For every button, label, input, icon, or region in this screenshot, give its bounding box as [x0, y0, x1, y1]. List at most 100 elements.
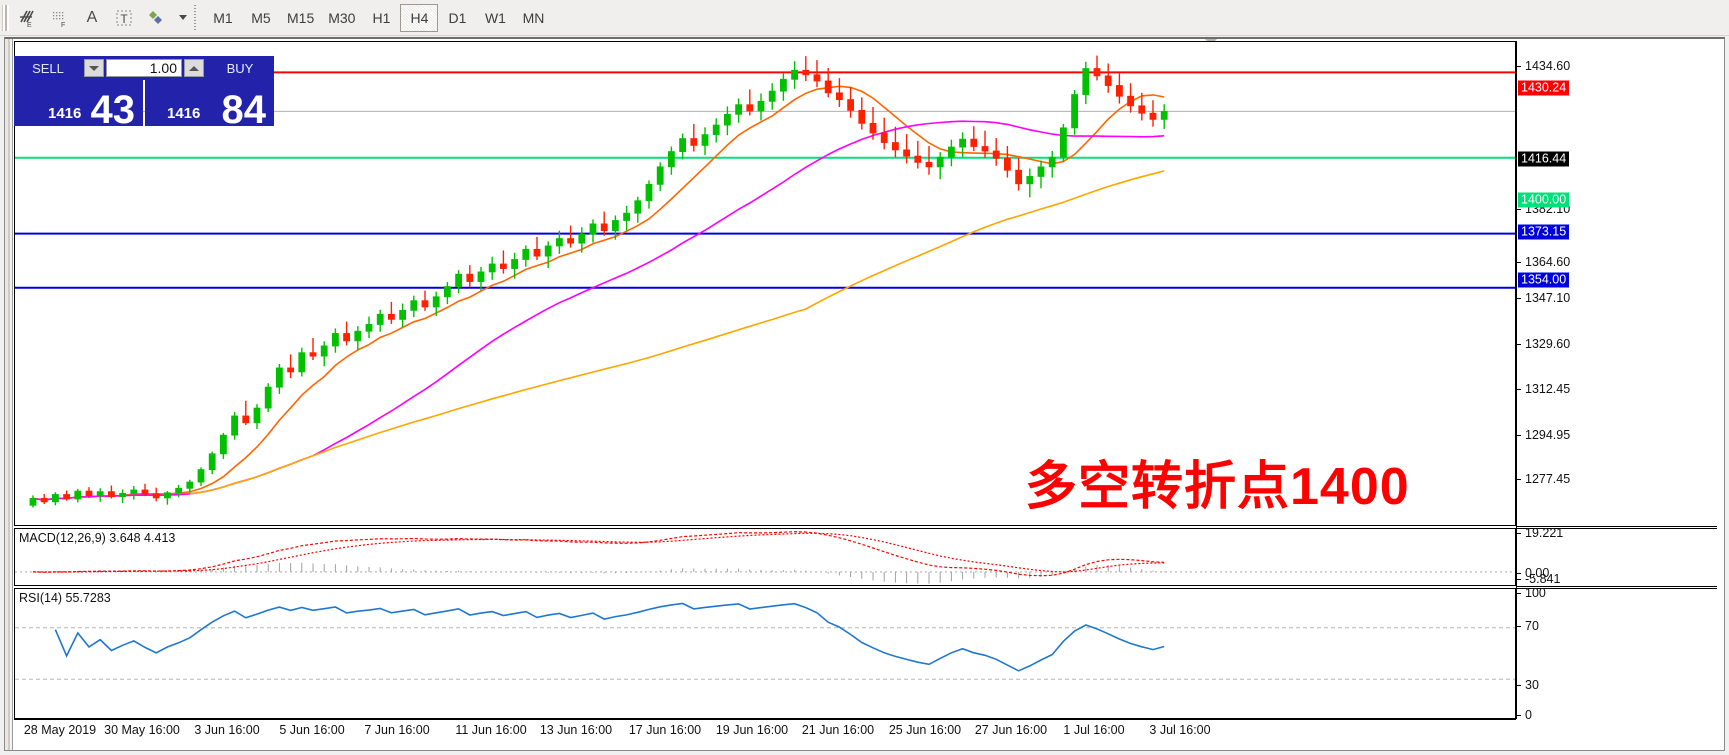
candle — [488, 256, 496, 280]
candle — [466, 265, 474, 287]
candle — [1026, 168, 1034, 198]
time-tick: 27 Jun 16:00 — [974, 723, 1048, 737]
candle — [298, 347, 306, 377]
candle — [499, 250, 507, 274]
candle — [970, 126, 978, 152]
candle — [1037, 160, 1045, 189]
price-tick: 1277.45 — [1517, 472, 1570, 486]
candle — [757, 93, 765, 121]
volume-input[interactable]: 1.00 — [106, 59, 182, 77]
moving-average-line-1 — [32, 85, 1165, 501]
candle — [287, 354, 295, 379]
expert-advisors-glyph: E — [20, 10, 34, 28]
candle — [141, 483, 149, 497]
candle — [309, 338, 317, 361]
candle — [544, 241, 552, 268]
price-chart-canvas — [15, 55, 1515, 508]
tab-timeframe-h1[interactable]: H1 — [362, 4, 400, 32]
candle — [40, 493, 48, 505]
tab-timeframe-d1[interactable]: D1 — [438, 4, 476, 32]
price-level-tag[interactable]: 1416.44 — [1518, 151, 1570, 167]
status-bar — [0, 751, 1729, 755]
candle — [130, 486, 138, 500]
time-scale[interactable]: 28 May 2019 30 May 16:00 3 Jun 16:00 5 Jun … — [14, 719, 1516, 751]
sell-button-label: SELL — [32, 60, 64, 76]
rsi-tick: 100 — [1517, 586, 1546, 600]
chevron-up-icon — [189, 65, 199, 71]
candle — [1048, 151, 1056, 178]
candle — [701, 127, 709, 155]
candle — [824, 67, 832, 98]
volume-stepper[interactable]: 1.00 — [82, 56, 206, 80]
sell-button[interactable]: SELL — [14, 56, 82, 80]
candle — [511, 252, 519, 279]
volume-increment-button[interactable] — [184, 59, 204, 77]
macd-pane[interactable]: MACD(12,26,9) 3.648 4.413 — [14, 528, 1516, 586]
candle — [175, 484, 183, 498]
price-scale[interactable]: 1434.60 1382.10 1364.60 1347.10 1329.60 1312.… — [1516, 41, 1717, 722]
price-tick: 1434.60 — [1517, 59, 1570, 73]
tf-label: H4 — [410, 9, 429, 26]
candle — [612, 215, 619, 240]
chart-window-left-grip[interactable] — [5, 39, 13, 750]
tf-label: M5 — [251, 9, 271, 26]
chart-text-annotation[interactable]: 多空转折点1400 — [1025, 458, 1410, 516]
candle — [1015, 157, 1022, 191]
tf-label: MN — [522, 9, 545, 26]
objects-icon[interactable] — [141, 3, 171, 33]
svg-text:F: F — [61, 22, 65, 28]
candle — [253, 404, 261, 429]
candle — [219, 432, 227, 459]
tab-timeframe-m30[interactable]: M30 — [321, 4, 362, 32]
price-tick: 1347.10 — [1517, 291, 1570, 305]
price-level-tag[interactable]: 1354.00 — [1518, 272, 1570, 288]
price-scale-divider-rsi-top — [1517, 586, 1717, 587]
rsi-chart-canvas — [15, 602, 1515, 680]
toolbar-separator-grip[interactable] — [194, 4, 200, 31]
tab-timeframe-w1[interactable]: W1 — [476, 4, 514, 32]
candle — [275, 364, 283, 394]
svg-text:T: T — [120, 12, 128, 26]
candle — [365, 316, 373, 339]
candle — [623, 205, 630, 231]
rsi-label: RSI(14) 55.7283 — [19, 591, 111, 605]
candle — [477, 266, 485, 291]
price-tick: 1312.45 — [1517, 382, 1570, 396]
buy-price-integer: 1416 — [167, 105, 201, 122]
candle — [959, 132, 966, 158]
toolbar-grip[interactable] — [2, 4, 9, 31]
sell-price-display[interactable]: 1416 43 — [14, 80, 143, 126]
tab-timeframe-m1[interactable]: M1 — [204, 4, 242, 32]
rsi-pane[interactable]: RSI(14) 55.7283 — [14, 588, 1516, 719]
candle — [387, 301, 395, 324]
tab-timeframe-m5[interactable]: M5 — [242, 4, 280, 32]
text-box-icon[interactable]: T — [109, 3, 139, 33]
buy-price-display[interactable]: 1416 84 — [145, 80, 274, 126]
price-scale-divider-macd-top2 — [1517, 528, 1717, 529]
time-tick: 13 Jun 16:00 — [539, 723, 613, 737]
price-level-tag[interactable]: 1373.15 — [1518, 224, 1570, 240]
candle — [869, 106, 877, 140]
tab-timeframe-m15[interactable]: M15 — [280, 4, 321, 32]
chevron-down-icon — [89, 65, 99, 71]
price-level-tag[interactable]: 1430.24 — [1518, 80, 1570, 96]
crosshair-icon[interactable]: F — [45, 3, 75, 33]
time-tick: 17 Jun 16:00 — [628, 723, 702, 737]
objects-dropdown-button[interactable] — [173, 3, 189, 33]
candle — [231, 412, 239, 440]
candle — [96, 488, 104, 502]
buy-button[interactable]: BUY — [206, 56, 274, 80]
volume-decrement-button[interactable] — [84, 59, 104, 77]
price-level-tag[interactable]: 1400.00 — [1518, 192, 1570, 208]
candle — [152, 487, 160, 502]
candle — [1060, 123, 1067, 163]
time-tick: 3 Jul 16:00 — [1149, 723, 1211, 737]
macd-signal-line — [32, 532, 1165, 573]
candle — [343, 321, 351, 346]
text-label-icon[interactable]: A — [77, 3, 107, 33]
expert-advisors-icon[interactable]: E — [13, 3, 43, 33]
tab-timeframe-h4[interactable]: H4 — [400, 3, 439, 32]
tab-timeframe-mn[interactable]: MN — [514, 4, 552, 32]
candle — [85, 487, 93, 498]
one-click-trading-panel[interactable]: SELL 1.00 BUY 1416 43 1416 84 — [14, 56, 274, 126]
